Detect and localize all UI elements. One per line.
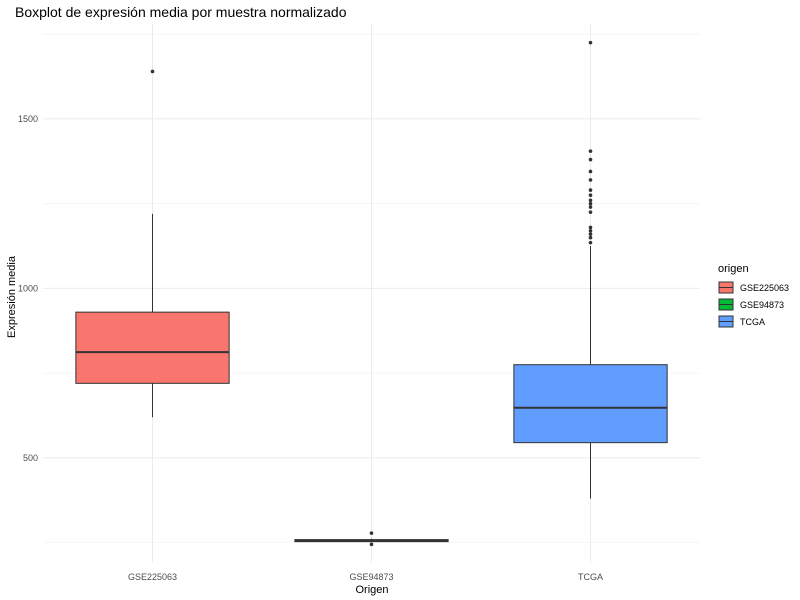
y-axis-title: Expresión media	[6, 255, 18, 338]
boxes	[75, 40, 668, 547]
y-tick-label: 1000	[18, 283, 38, 293]
y-tick-label: 1500	[18, 114, 38, 124]
outlier-point	[588, 149, 593, 153]
outlier-point	[588, 225, 593, 230]
legend-label: GSE225063	[740, 283, 789, 293]
outlier-point	[588, 188, 593, 192]
outlier-point	[369, 531, 374, 535]
outlier-point	[588, 205, 593, 209]
box-GSE94873	[294, 531, 449, 547]
y-tick-label: 500	[23, 453, 38, 463]
outlier-point	[588, 228, 593, 233]
outlier-point	[369, 542, 374, 547]
outlier-point	[588, 169, 593, 174]
legend-label: TCGA	[740, 317, 765, 327]
x-tick-label: GSE94873	[349, 572, 393, 582]
outlier-point	[588, 232, 593, 236]
legend-title: origen	[718, 263, 749, 275]
box-GSE225063	[75, 69, 230, 418]
outlier-point	[588, 210, 593, 214]
x-tick-label: TCGA	[578, 572, 603, 582]
chart-title: Boxplot de expresión media por muestra n…	[15, 4, 347, 20]
outlier-point	[588, 193, 593, 197]
legend: origen GSE225063 GSE94873 TCGA	[718, 263, 789, 328]
tick-labels: 500 1000 1500 GSE225063 GSE94873 TCGA	[18, 114, 603, 582]
grid	[43, 24, 700, 563]
outlier-point	[150, 69, 155, 74]
box-iqr	[75, 311, 230, 384]
box-TCGA	[513, 40, 668, 499]
outlier-point	[588, 198, 593, 203]
outlier-point	[588, 178, 593, 182]
outlier-point	[588, 235, 593, 240]
outlier-point	[588, 240, 593, 245]
outlier-point	[588, 201, 593, 206]
x-axis-title: Origen	[355, 584, 388, 596]
box-iqr	[513, 364, 668, 444]
legend-label: GSE94873	[740, 300, 784, 310]
outlier-point	[588, 157, 593, 162]
outlier-point	[588, 40, 593, 45]
x-tick-label: GSE225063	[128, 572, 177, 582]
